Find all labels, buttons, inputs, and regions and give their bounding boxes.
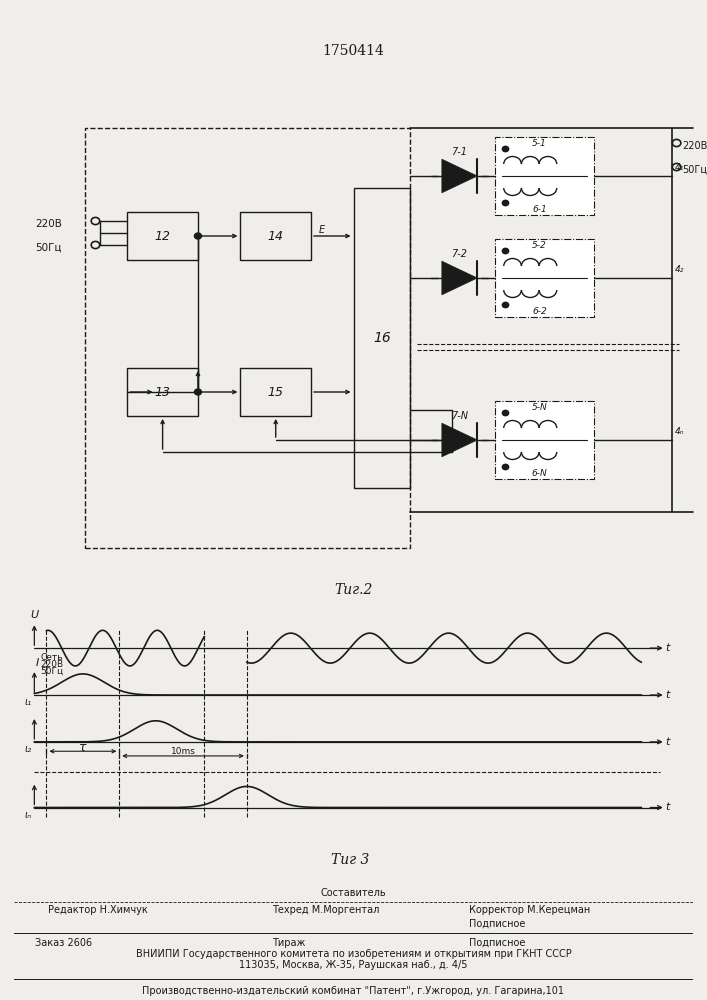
Circle shape [502,200,509,206]
Text: U: U [30,610,38,620]
Text: Подписное: Подписное [469,919,525,929]
Bar [354,188,410,488]
Circle shape [502,146,509,152]
Text: 1750414: 1750414 [322,44,385,58]
Text: 220В: 220В [35,219,62,229]
Text: τ: τ [79,741,87,754]
Text: 5-1: 5-1 [532,138,547,147]
Text: Корректор М.Керецман: Корректор М.Керецман [469,905,590,915]
Text: ιₙ: ιₙ [24,810,31,820]
Text: 5-2: 5-2 [532,240,547,249]
Text: Редактор Н.Химчук: Редактор Н.Химчук [48,905,148,915]
Bar [240,212,311,260]
Circle shape [502,302,509,308]
Text: ВНИИПИ Государственного комитета по изобретениям и открытиям при ГКНТ СССР: ВНИИПИ Государственного комитета по изоб… [136,949,571,959]
Text: Заказ 2606: Заказ 2606 [35,938,92,948]
Bar [127,212,198,260]
Text: 7-N: 7-N [451,411,468,421]
Text: Техред М.Моргентал: Техред М.Моргентал [272,905,380,915]
Text: 16: 16 [373,331,391,345]
Text: 6-2: 6-2 [532,306,547,316]
Polygon shape [442,423,477,457]
Text: 6-1: 6-1 [532,205,547,214]
Bar [495,239,594,317]
Text: 7-2: 7-2 [452,249,467,259]
Bar [85,128,410,548]
Text: 7-1: 7-1 [452,147,467,157]
Circle shape [502,464,509,470]
Text: 5-N: 5-N [532,402,547,412]
Text: Производственно-издательский комбинат "Патент", г.Ужгород, ул. Гагарина,101: Производственно-издательский комбинат "П… [143,986,564,996]
Text: 113035, Москва, Ж-35, Раушская наб., д. 4/5: 113035, Москва, Ж-35, Раушская наб., д. … [239,960,468,970]
Text: Тираж: Тираж [272,938,305,948]
Text: Подписное: Подписное [469,938,525,948]
Text: Сеть: Сеть [40,653,63,662]
Text: t: t [665,643,670,653]
Text: 10ms: 10ms [170,747,196,756]
Circle shape [194,233,201,239]
Text: 6-N: 6-N [532,468,547,478]
Text: E: E [319,225,325,235]
Text: 4₁: 4₁ [675,162,684,172]
Text: 14: 14 [268,230,284,242]
Text: 15: 15 [268,385,284,398]
Text: t: t [665,802,670,812]
Text: 50Гц: 50Гц [35,243,62,253]
Bar [240,368,311,416]
Text: 50Гц: 50Гц [682,165,707,175]
Text: Τиг.2: Τиг.2 [334,583,373,597]
Text: t: t [665,690,670,700]
Text: 220В,: 220В, [682,141,707,151]
Text: 4ₙ: 4ₙ [675,426,684,436]
Bar [495,137,594,215]
Text: Составитель: Составитель [321,888,386,898]
Circle shape [502,410,509,416]
Text: ι₂: ι₂ [24,744,31,754]
Polygon shape [442,261,477,295]
Text: 4₂: 4₂ [675,264,684,273]
Text: I: I [36,658,39,668]
Text: ι₁: ι₁ [24,697,31,707]
Circle shape [194,389,201,395]
Text: t: t [665,737,670,747]
Text: 12: 12 [155,230,170,242]
Bar [127,368,198,416]
Polygon shape [442,159,477,193]
Circle shape [502,248,509,254]
Bar [495,401,594,479]
Text: Τиг 3: Τиг 3 [331,853,369,867]
Text: 50Гц: 50Гц [40,667,64,676]
Text: 220В: 220В [40,660,64,669]
Text: 13: 13 [155,385,170,398]
